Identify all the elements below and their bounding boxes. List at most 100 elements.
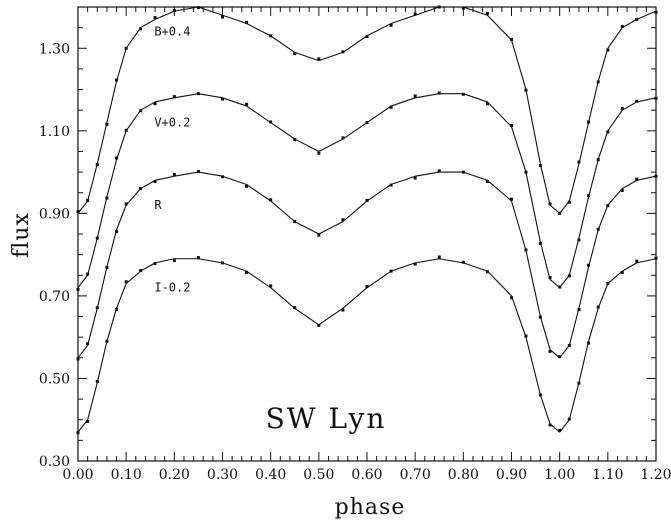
x-tick-label: 0.30 xyxy=(207,467,238,483)
data-point xyxy=(510,197,513,201)
data-point xyxy=(587,341,591,345)
data-point xyxy=(172,172,176,176)
data-point xyxy=(139,187,143,191)
data-point xyxy=(341,136,345,140)
data-point xyxy=(635,177,639,181)
data-point xyxy=(437,91,441,95)
data-point xyxy=(139,269,143,273)
data-point xyxy=(413,262,417,266)
data-point xyxy=(95,306,99,310)
data-point xyxy=(620,270,624,274)
data-point xyxy=(115,230,119,234)
data-point xyxy=(596,227,600,231)
data-point xyxy=(437,169,441,173)
data-point xyxy=(437,255,441,259)
data-point xyxy=(461,260,465,264)
data-point xyxy=(196,256,200,260)
data-point xyxy=(413,94,417,98)
x-tick-label: 0.50 xyxy=(303,467,334,483)
data-point xyxy=(587,120,591,124)
data-point xyxy=(485,11,489,15)
x-tick-label: 0.00 xyxy=(62,467,93,483)
data-point xyxy=(389,183,393,187)
data-point xyxy=(524,88,528,92)
data-point xyxy=(389,269,393,273)
data-point xyxy=(341,218,345,222)
data-point xyxy=(293,306,297,310)
data-point xyxy=(317,233,321,237)
data-point xyxy=(510,37,513,41)
data-point xyxy=(317,57,321,61)
data-point xyxy=(596,305,600,309)
x-tick-label: 0.20 xyxy=(159,467,190,483)
data-point xyxy=(587,263,591,267)
data-point xyxy=(567,200,571,204)
star-name-annotation: SW Lyn xyxy=(266,402,387,435)
x-tick-label: 0.90 xyxy=(496,467,527,483)
data-point xyxy=(196,6,200,10)
data-point xyxy=(86,198,90,202)
plot-frame-layer xyxy=(77,6,657,462)
data-point xyxy=(524,334,528,338)
data-point xyxy=(95,236,99,240)
y-tick-label: 0.50 xyxy=(39,371,70,387)
data-point xyxy=(606,48,610,52)
data-point xyxy=(139,109,143,113)
data-point xyxy=(221,97,224,101)
data-point xyxy=(245,102,249,106)
data-point xyxy=(153,16,157,20)
data-point xyxy=(317,151,321,155)
data-point xyxy=(548,276,552,280)
data-point xyxy=(620,24,624,28)
data-point xyxy=(124,202,128,206)
data-point xyxy=(172,259,176,263)
plot-frame xyxy=(77,6,657,462)
data-point xyxy=(172,9,176,13)
data-point xyxy=(577,160,581,164)
data-point xyxy=(153,102,157,106)
data-point xyxy=(548,349,552,353)
data-point xyxy=(105,339,109,343)
curve-label: R xyxy=(154,198,162,212)
y-tick-label: 1.30 xyxy=(39,41,70,57)
data-point xyxy=(558,355,562,359)
data-point xyxy=(245,184,249,188)
data-point xyxy=(269,284,273,288)
data-point xyxy=(538,393,542,397)
data-point xyxy=(196,169,200,173)
data-point xyxy=(115,78,119,82)
data-point xyxy=(365,34,369,38)
data-point xyxy=(95,162,99,166)
data-point xyxy=(485,180,489,184)
data-point xyxy=(558,428,562,432)
data-point xyxy=(577,381,581,385)
data-point xyxy=(221,15,224,19)
data-point xyxy=(577,238,581,242)
data-point xyxy=(567,417,571,421)
y-tick-label: 0.90 xyxy=(39,206,70,222)
data-point xyxy=(365,121,369,125)
x-tick-label: 0.40 xyxy=(255,467,286,483)
data-point xyxy=(86,420,90,424)
data-point xyxy=(105,196,109,200)
x-tick-label: 0.70 xyxy=(400,467,431,483)
x-axis-title: phase xyxy=(335,495,406,520)
data-point xyxy=(548,423,552,427)
data-point xyxy=(76,210,80,214)
data-point xyxy=(461,6,465,10)
data-point xyxy=(293,138,297,142)
data-point xyxy=(365,284,369,288)
data-point xyxy=(558,285,562,289)
light-curve-B+0.4 xyxy=(77,6,657,214)
data-point xyxy=(635,99,639,103)
data-layer: B+0.4 V+0.2 R I-0.2 xyxy=(76,5,658,435)
data-point xyxy=(269,120,273,124)
data-point xyxy=(341,308,345,312)
y-tick-label: 0.70 xyxy=(39,289,70,305)
x-tick-label: 1.20 xyxy=(640,467,671,483)
data-point xyxy=(389,105,393,109)
data-point xyxy=(654,174,658,178)
data-point xyxy=(606,282,610,286)
y-tick-label: 1.10 xyxy=(39,124,70,140)
data-point xyxy=(365,198,369,202)
